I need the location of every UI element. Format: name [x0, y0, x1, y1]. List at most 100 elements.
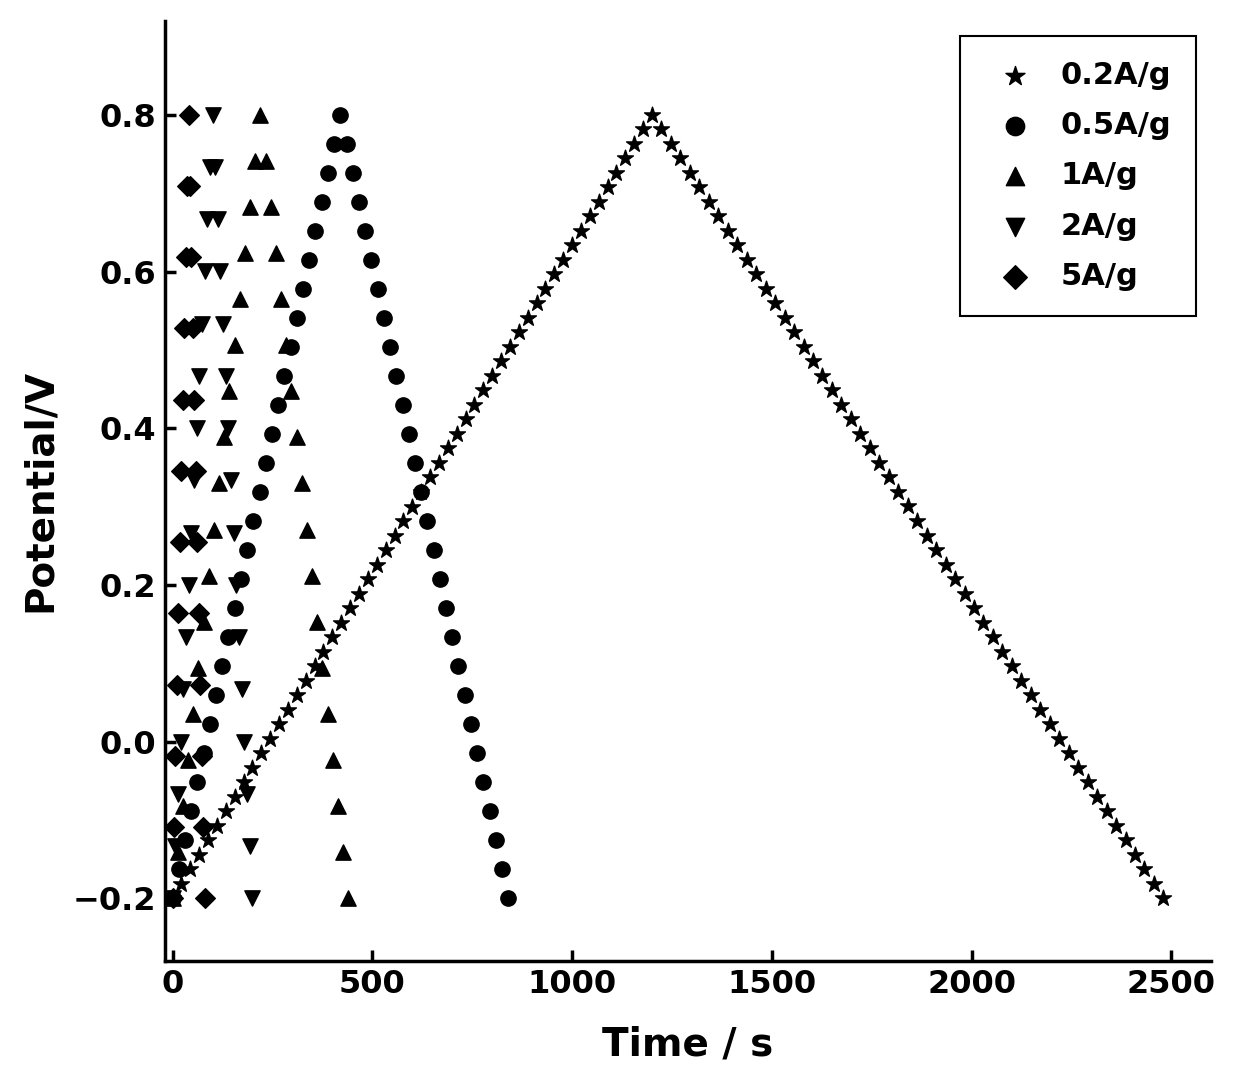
0.2A/g	[1059, 745, 1079, 762]
5A/g	[186, 462, 206, 479]
0.5A/g	[262, 425, 281, 442]
1A/g	[267, 244, 286, 261]
0.5A/g	[200, 715, 219, 733]
0.2A/g	[651, 120, 671, 138]
2A/g	[200, 158, 219, 176]
0.5A/g	[356, 222, 376, 240]
0.5A/g	[218, 629, 238, 646]
0.2A/g	[1002, 657, 1022, 674]
2A/g	[227, 577, 247, 594]
0.5A/g	[350, 193, 370, 210]
0.5A/g	[293, 281, 312, 298]
2A/g	[239, 837, 259, 854]
2A/g	[181, 524, 201, 541]
1A/g	[303, 567, 322, 584]
2A/g	[213, 315, 233, 333]
2A/g	[208, 210, 228, 228]
1A/g	[229, 291, 249, 308]
0.5A/g	[280, 338, 300, 356]
0.2A/g	[252, 745, 272, 762]
1A/g	[188, 659, 208, 676]
0.2A/g	[216, 802, 236, 820]
0.2A/g	[699, 193, 719, 210]
1A/g	[241, 198, 260, 216]
0.2A/g	[926, 541, 946, 558]
0.2A/g	[455, 411, 475, 428]
0.5A/g	[474, 774, 494, 791]
0.2A/g	[794, 338, 813, 356]
0.2A/g	[888, 483, 908, 501]
1A/g	[219, 383, 239, 400]
5A/g	[181, 248, 201, 266]
0.5A/g	[362, 251, 382, 269]
0.2A/g	[916, 527, 936, 544]
2A/g	[237, 785, 257, 802]
1A/g	[334, 843, 353, 861]
5A/g	[164, 818, 184, 836]
0.5A/g	[412, 483, 432, 501]
0.2A/g	[1096, 802, 1116, 820]
0.2A/g	[908, 513, 928, 530]
2A/g	[176, 629, 196, 646]
0.2A/g	[642, 106, 662, 124]
0.2A/g	[851, 425, 870, 442]
1A/g	[272, 291, 291, 308]
0.2A/g	[1125, 846, 1145, 863]
0.5A/g	[424, 541, 444, 558]
0.2A/g	[420, 468, 440, 486]
2A/g	[218, 420, 238, 437]
5A/g	[179, 106, 198, 124]
0.5A/g	[387, 367, 407, 385]
0.5A/g	[498, 890, 518, 907]
0.2A/g	[553, 251, 573, 269]
0.2A/g	[340, 599, 360, 617]
0.2A/g	[162, 890, 182, 907]
0.5A/g	[193, 745, 213, 762]
0.2A/g	[689, 179, 709, 196]
0.2A/g	[350, 585, 370, 603]
0.5A/g	[449, 657, 469, 674]
0.2A/g	[1135, 861, 1154, 878]
0.2A/g	[296, 672, 316, 689]
2A/g	[202, 106, 222, 124]
0.2A/g	[190, 846, 210, 863]
0.2A/g	[527, 295, 547, 312]
1A/g	[162, 890, 182, 907]
0.5A/g	[305, 222, 325, 240]
0.2A/g	[358, 570, 378, 588]
2A/g	[174, 681, 193, 698]
0.2A/g	[508, 324, 528, 341]
0.5A/g	[467, 745, 487, 762]
2A/g	[171, 733, 191, 750]
2A/g	[221, 472, 241, 489]
0.2A/g	[305, 657, 325, 674]
1A/g	[260, 198, 280, 216]
X-axis label: Time / s: Time / s	[603, 1025, 774, 1063]
0.2A/g	[898, 498, 918, 515]
5A/g	[185, 391, 205, 409]
0.2A/g	[718, 222, 738, 240]
2A/g	[167, 785, 187, 802]
1A/g	[286, 428, 306, 446]
1A/g	[236, 244, 255, 261]
0.2A/g	[589, 193, 609, 210]
Legend: 0.2A/g, 0.5A/g, 1A/g, 2A/g, 5A/g: 0.2A/g, 0.5A/g, 1A/g, 2A/g, 5A/g	[960, 36, 1197, 315]
0.2A/g	[322, 629, 342, 646]
0.2A/g	[1068, 759, 1087, 776]
0.5A/g	[393, 397, 413, 414]
0.2A/g	[615, 150, 635, 167]
5A/g	[193, 818, 213, 836]
0.5A/g	[486, 831, 506, 849]
0.2A/g	[606, 164, 626, 181]
0.2A/g	[812, 367, 832, 385]
0.2A/g	[384, 527, 404, 544]
0.5A/g	[169, 861, 188, 878]
2A/g	[229, 629, 249, 646]
5A/g	[184, 320, 203, 337]
2A/g	[206, 158, 226, 176]
0.5A/g	[336, 136, 356, 153]
2A/g	[232, 681, 252, 698]
1A/g	[193, 614, 213, 631]
2A/g	[243, 890, 263, 907]
1A/g	[291, 475, 311, 492]
